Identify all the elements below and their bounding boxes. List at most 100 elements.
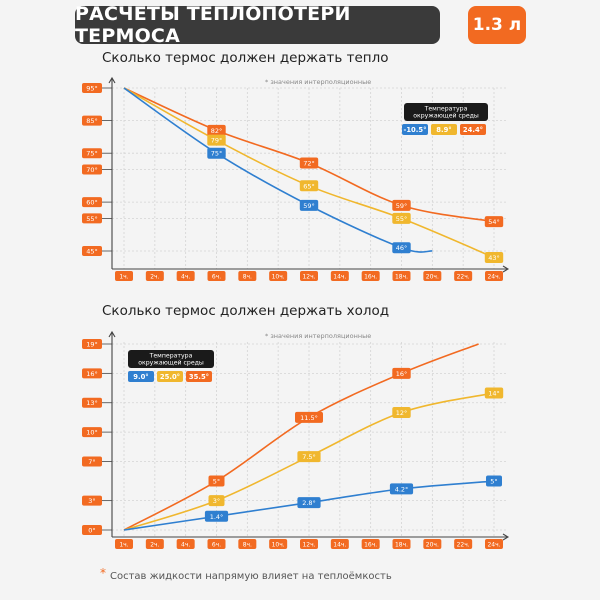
- x-tick: 2ч.: [145, 271, 164, 281]
- x-tick-label: 6ч.: [212, 274, 221, 281]
- legend-title-line1: Температура: [149, 353, 193, 360]
- y-tick-label: 19°: [86, 341, 98, 349]
- legend-entry-box: [460, 124, 486, 135]
- data-label-text: 3°: [213, 497, 220, 505]
- data-label-text: 1.4°: [210, 513, 224, 521]
- legend-entry-box: [402, 124, 428, 135]
- legend-entry-label: 35.5°: [189, 373, 209, 381]
- x-tick-label: 16ч.: [364, 542, 377, 549]
- x-tick-label: 22ч.: [457, 274, 470, 281]
- legend-title-line2: окружающей среды: [413, 112, 479, 120]
- data-label-text: 75°: [211, 150, 223, 158]
- x-tick: 14ч.: [330, 539, 349, 549]
- chart-cold-title: Сколько термос должен держать холод: [102, 303, 390, 319]
- data-label-text: 82°: [211, 127, 223, 135]
- y-axis-arrow: [108, 330, 116, 338]
- data-label-text: 11.5°: [300, 414, 318, 422]
- x-tick-label: 18ч.: [395, 542, 408, 549]
- x-axis-arrow: [502, 533, 510, 541]
- y-tick: 7°: [82, 456, 112, 467]
- legend-entry-label: 24.4°: [463, 126, 483, 134]
- x-tick: 18ч.: [392, 271, 411, 281]
- data-label: 7.5°: [297, 451, 321, 463]
- y-tick-label: 60°: [86, 199, 98, 207]
- x-tick-label: 8ч.: [243, 274, 252, 281]
- x-tick: 22ч.: [454, 271, 473, 281]
- data-label: 14°: [484, 387, 504, 399]
- data-label-text: 14°: [488, 389, 500, 397]
- x-tick: 8ч.: [238, 271, 257, 281]
- data-label-text: 72°: [303, 159, 315, 167]
- y-tick-label: 45°: [86, 248, 98, 256]
- x-tick-label: 20ч.: [426, 542, 439, 549]
- x-tick: 8ч.: [238, 539, 257, 549]
- y-tick: 95°: [82, 83, 112, 93]
- y-tick-label: 10°: [86, 429, 98, 437]
- x-tick: 18ч.: [392, 539, 411, 549]
- legend-title-line2: окружающей среды: [138, 359, 204, 367]
- data-label-text: 65°: [303, 182, 315, 190]
- chart-subtitle: * значения интерполяционные: [265, 78, 371, 86]
- x-tick: 2ч.: [145, 539, 164, 549]
- data-label: 55°: [392, 212, 411, 224]
- data-label: 75°: [207, 147, 226, 159]
- y-tick: 19°: [82, 339, 112, 349]
- footnote: Состав жидкости напрямую влияет на тепло…: [110, 571, 392, 582]
- data-label-text: 46°: [396, 244, 408, 252]
- x-tick-label: 16ч.: [364, 274, 377, 281]
- data-label-text: 55°: [396, 215, 408, 223]
- data-label: 16°: [392, 367, 411, 379]
- x-tick: 16ч.: [361, 539, 380, 549]
- x-tick-label: 10ч.: [272, 542, 285, 549]
- y-tick: 85°: [82, 115, 112, 126]
- data-label: 43°: [484, 252, 504, 264]
- x-tick-label: 18ч.: [395, 274, 408, 281]
- y-tick-label: 13°: [86, 399, 98, 407]
- data-label: 4.2°: [389, 483, 414, 495]
- data-label-text: 7.5°: [302, 453, 316, 461]
- data-label: 54°: [484, 216, 504, 228]
- x-tick-label: 2ч.: [150, 542, 159, 549]
- x-tick-label: 14ч.: [333, 542, 346, 549]
- y-tick-label: 16°: [86, 370, 98, 378]
- y-tick-label: 70°: [86, 166, 98, 174]
- x-tick: 1ч.: [115, 539, 133, 549]
- x-axis-arrow: [502, 265, 510, 273]
- x-tick-label: 4ч.: [181, 274, 190, 281]
- data-label: 82°: [207, 124, 226, 136]
- data-label: 59°: [392, 199, 411, 211]
- y-tick: 45°: [82, 246, 112, 256]
- x-tick: 4ч.: [176, 271, 195, 281]
- data-label-text: 5°: [213, 478, 220, 486]
- x-tick-label: 24ч.: [487, 274, 500, 281]
- x-tick: 12ч.: [300, 271, 318, 281]
- x-tick: 20ч.: [423, 271, 442, 281]
- x-tick-label: 4ч.: [181, 542, 190, 549]
- x-tick: 10ч.: [269, 539, 288, 549]
- y-tick-label: 0°: [88, 527, 95, 535]
- data-label-text: 79°: [211, 137, 223, 145]
- data-label: 72°: [299, 157, 319, 169]
- data-label: 5°: [486, 475, 502, 487]
- x-tick-label: 20ч.: [426, 274, 439, 281]
- legend-entry-box: [128, 371, 154, 382]
- x-tick: 6ч.: [207, 271, 226, 281]
- legend-entry-label: 9.0°: [133, 373, 148, 381]
- legend-title-box: [128, 350, 214, 368]
- volume-badge: 1.3 л: [468, 6, 526, 44]
- x-tick-label: 22ч.: [457, 542, 470, 549]
- page-title: РАСЧЕТЫ ТЕПЛОПОТЕРИ ТЕРМОСА: [75, 3, 440, 47]
- y-tick-label: 3°: [88, 497, 95, 505]
- x-tick: 22ч.: [454, 539, 473, 549]
- x-tick: 12ч.: [300, 539, 318, 549]
- legend-entry-box: [157, 371, 183, 382]
- x-tick-label: 1ч.: [119, 274, 128, 281]
- data-label-text: 59°: [396, 202, 408, 210]
- x-tick: 24ч.: [485, 271, 503, 281]
- y-tick: 75°: [82, 148, 112, 159]
- y-tick: 13°: [82, 397, 112, 408]
- legend-title-box: [404, 103, 488, 121]
- legend-entry-label: 8.9°: [436, 126, 451, 134]
- x-tick: 24ч.: [485, 539, 503, 549]
